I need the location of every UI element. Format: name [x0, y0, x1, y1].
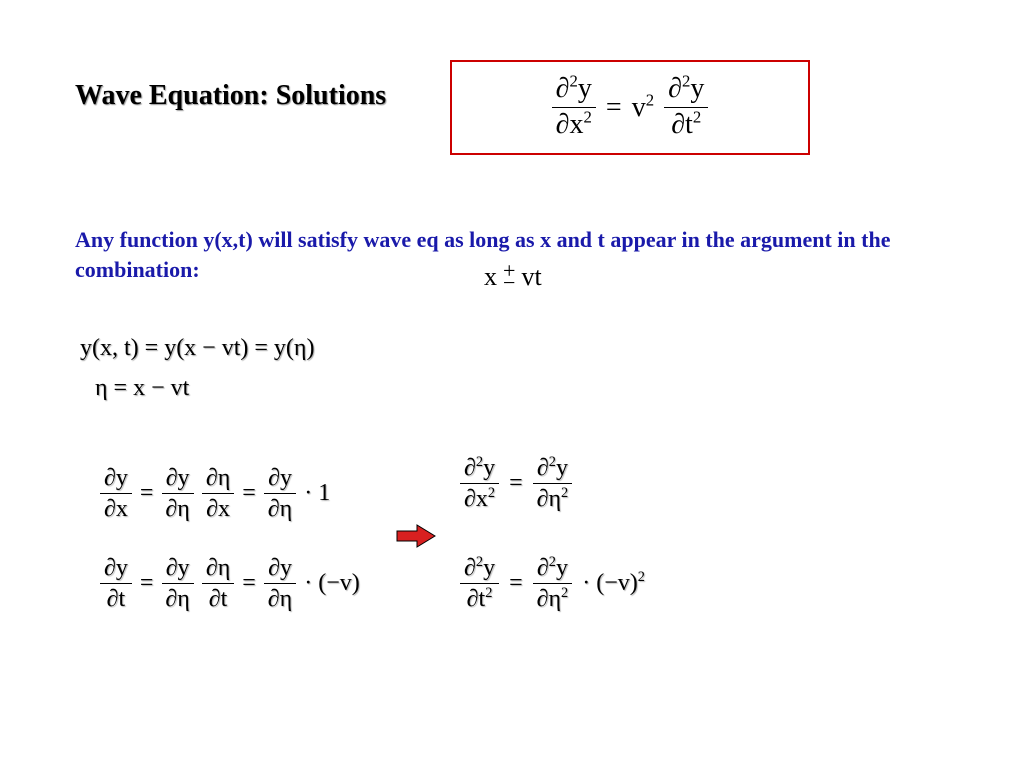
substitution-line1: y(x, t) = y(x − vt) = y(η)	[80, 335, 314, 362]
chain-rule-t: ∂y∂t = ∂y∂η ∂η∂t = ∂y∂η · (−v)	[100, 555, 360, 613]
slide-title: Wave Equation: Solutions	[75, 80, 386, 112]
substitution-line2: η = x − vt	[95, 375, 189, 402]
rhs-fraction: ∂2y ∂t2	[664, 74, 708, 141]
combination-expr: x + − vt	[484, 262, 542, 292]
arrow-icon	[395, 522, 437, 555]
plus-minus-icon: + −	[503, 265, 515, 289]
second-deriv-x: ∂2y ∂x2 = ∂2y ∂η2	[460, 455, 572, 513]
second-deriv-t: ∂2y ∂t2 = ∂2y ∂η2 · (−v)2	[460, 555, 645, 613]
lhs-fraction: ∂2y ∂x2	[552, 74, 596, 141]
wave-equation-box: ∂2y ∂x2 = v2 ∂2y ∂t2	[450, 60, 810, 155]
chain-rule-x: ∂y∂x = ∂y∂η ∂η∂x = ∂y∂η · 1	[100, 465, 330, 523]
v-squared: v2	[632, 92, 654, 124]
equals-sign: =	[606, 92, 622, 124]
wave-equation: ∂2y ∂x2 = v2 ∂2y ∂t2	[552, 74, 709, 141]
